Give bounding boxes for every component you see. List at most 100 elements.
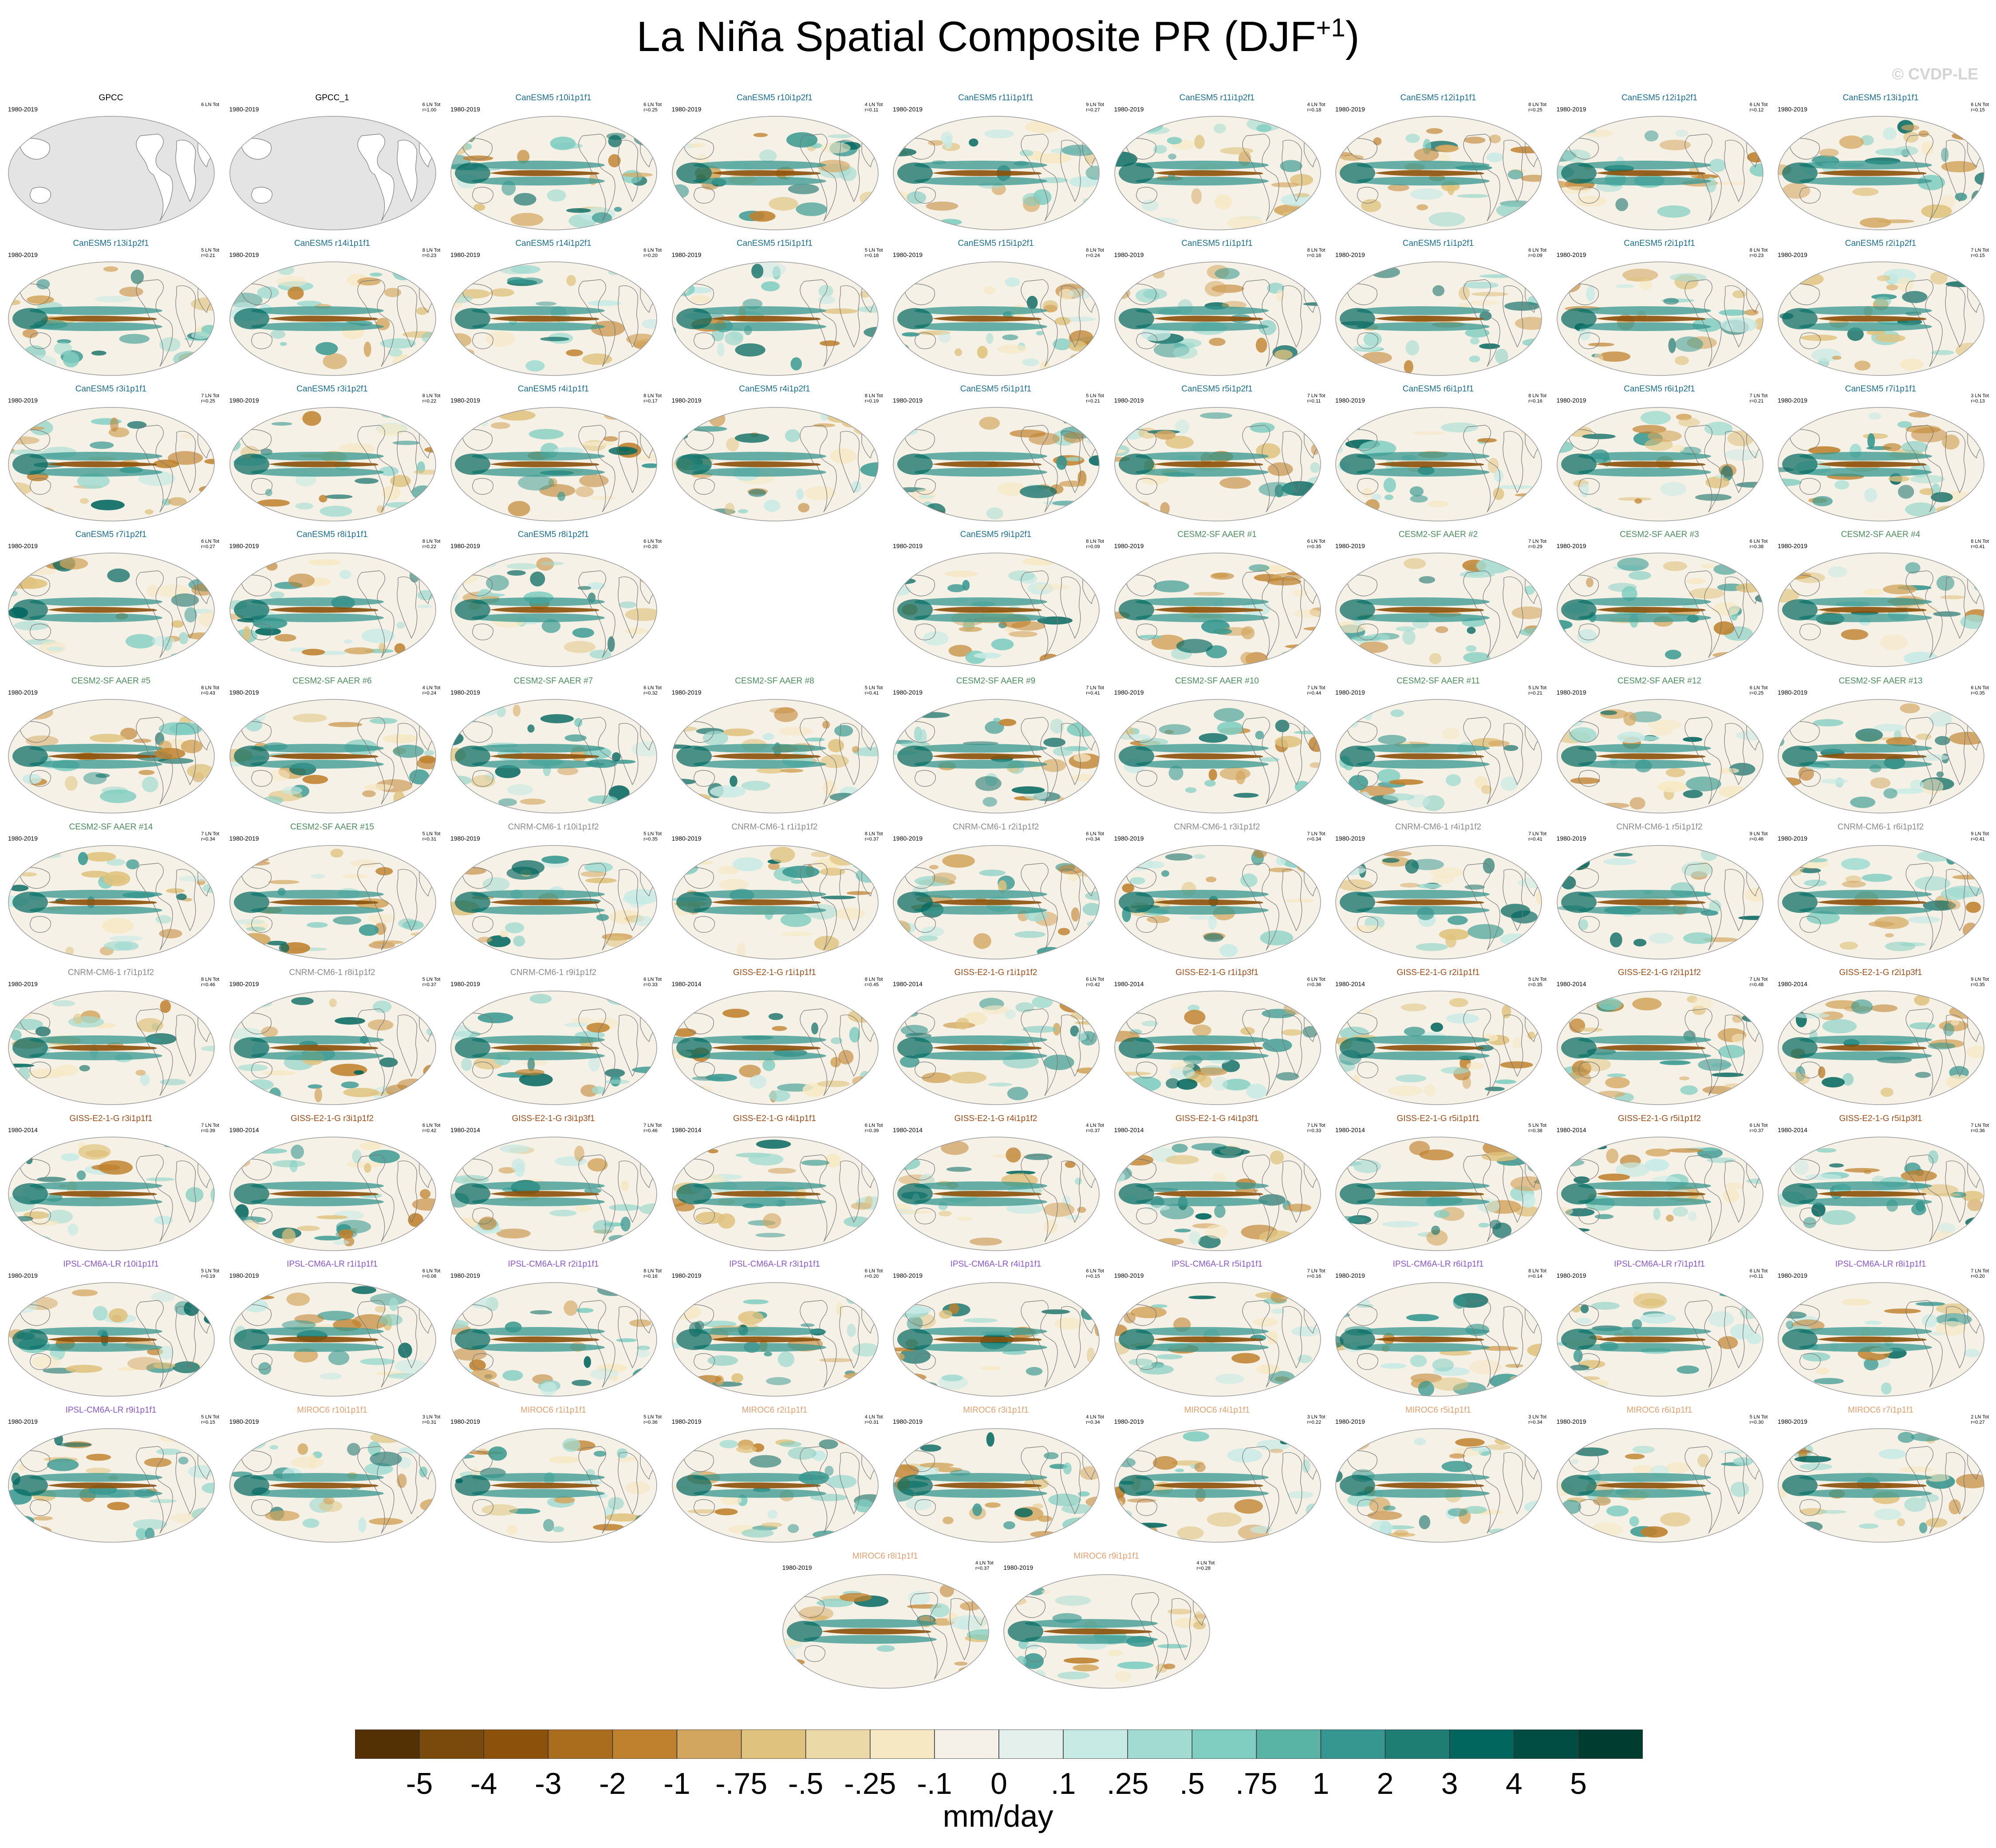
panel-title: CanESM5 r7i1p1f1 <box>1845 384 1917 394</box>
panel-correlation: r=0.25 <box>1749 691 1764 696</box>
panel-years: 1980-2019 <box>8 689 38 696</box>
panel-years: 1980-2019 <box>1778 542 1807 549</box>
map-panel: GISS-E2-1-G r2i1p1f2 1980-2014 7 LN Tot r=0… <box>1550 963 1770 1108</box>
panel-correlation: r=0.41 <box>1086 691 1100 696</box>
panel-events: 5 LN Tot <box>1528 977 1546 982</box>
panel-correlation: r=0.12 <box>1749 107 1764 113</box>
map-panel: CNRM-CM6-1 r9i1p1f2 1980-2019 6 LN Tot r=0.… <box>443 963 663 1108</box>
world-map <box>1335 699 1542 813</box>
map-panel: MIROC6 r2i1p1f1 1980-2019 4 LN Tot r=0.31 <box>665 1401 885 1545</box>
map-panel: CNRM-CM6-1 r1i1p1f2 1980-2019 8 LN Tot r=0.… <box>665 818 885 962</box>
map-panel: CanESM5 r5i1p2f1 1980-2019 7 LN Tot r=0.11 <box>1107 380 1327 524</box>
panel-stats: 7 LN Tot r=0.41 <box>1528 831 1546 842</box>
map-panel: CESM2-SF AAER #2 1980-2019 7 LN Tot r=0.29 <box>1328 525 1548 670</box>
panel-years: 1980-2019 <box>1556 251 1586 258</box>
panel-years: 1980-2019 <box>1778 1418 1807 1425</box>
panel-years: 1980-2019 <box>1114 542 1144 549</box>
world-map <box>450 553 657 667</box>
colorbar-box <box>741 1730 806 1759</box>
panel-correlation: r=0.45 <box>864 982 879 987</box>
panel-events: 8 LN Tot <box>1307 248 1325 253</box>
panel-title: MIROC6 r7i1p1f1 <box>1848 1406 1913 1415</box>
panel-years: 1980-2019 <box>1778 689 1807 696</box>
map-panel: MIROC6 r5i1p1f1 1980-2019 3 LN Tot r=0.34 <box>1328 1401 1548 1545</box>
world-map <box>893 407 1100 521</box>
world-map <box>1335 1282 1542 1397</box>
panel-correlation: r=0.37 <box>975 1566 990 1571</box>
panel-events: 7 LN Tot <box>1971 1123 1989 1128</box>
panel-correlation: r=0.16 <box>1528 399 1542 404</box>
panel-stats: 4 LN Tot r=0.37 <box>1086 1123 1104 1133</box>
world-map <box>1003 1574 1210 1689</box>
panel-correlation: r=0.08 <box>422 1274 437 1279</box>
panel-title: CanESM5 r8i1p2f1 <box>517 530 589 539</box>
panel-grid: GPCC 1980-2019 6 LN Tot GPCC_1 1980-2019 6 LN… <box>1 89 1989 1689</box>
panel-events: 4 LN Tot <box>975 1560 994 1566</box>
map-panel: MIROC6 r3i1p1f1 1980-2019 4 LN Tot r=0.34 <box>886 1401 1106 1545</box>
panel-title: GISS-E2-1-G r5i1p1f2 <box>1618 1114 1701 1123</box>
panel-years: 1980-2019 <box>1778 835 1807 842</box>
colorbar-box <box>1127 1730 1193 1759</box>
panel-correlation: r=0.20 <box>864 1274 879 1279</box>
world-map <box>229 553 436 667</box>
panel-years: 1980-2019 <box>1556 835 1586 842</box>
map-panel: GISS-E2-1-G r3i1p3f1 1980-2014 7 LN Tot r=0… <box>443 1110 663 1254</box>
map-panel: CNRM-CM6-1 r10i1p1f2 1980-2019 5 LN Tot r=0… <box>443 818 663 962</box>
map-panel: GISS-E2-1-G r4i1p1f1 1980-2014 6 LN Tot r=0… <box>665 1110 885 1254</box>
panel-correlation: r=0.27 <box>1971 1420 1985 1425</box>
panel-correlation: r=0.37 <box>422 982 437 987</box>
panel-correlation: r=0.32 <box>643 691 658 696</box>
world-map <box>229 116 436 230</box>
panel-stats: 8 LN Tot r=0.37 <box>865 831 883 842</box>
map-panel: CanESM5 r7i1p2f1 1980-2019 6 LN Tot r=0.27 <box>1 525 221 670</box>
panel-title: CESM2-SF AAER #7 <box>513 676 593 686</box>
map-panel: CanESM5 r3i1p2f1 1980-2019 8 LN Tot r=0.22 <box>222 380 442 524</box>
panel-events: 6 LN Tot <box>1086 977 1104 982</box>
map-panel: IPSL-CM6A-LR r6i1p1f1 1980-2019 8 LN Tot r=… <box>1328 1255 1548 1399</box>
map-panel: CanESM5 r11i1p2f1 1980-2019 4 LN Tot r=0.18 <box>1107 89 1327 233</box>
map-panel: IPSL-CM6A-LR r3i1p1f1 1980-2019 6 LN Tot r=… <box>665 1255 885 1399</box>
colorbar-box <box>1063 1730 1128 1759</box>
colorbar-tick-label: -3 <box>535 1767 562 1801</box>
panel-correlation: r=0.38 <box>1749 544 1764 549</box>
panel-years: 1980-2019 <box>229 980 259 987</box>
map-panel: CanESM5 r1i1p1f1 1980-2019 8 LN Tot r=0.16 <box>1107 234 1327 379</box>
map-panel: CanESM5 r3i1p1f1 1980-2019 7 LN Tot r=0.25 <box>1 380 221 524</box>
panel-stats: 6 LN Tot r=0.38 <box>1750 539 1768 549</box>
panel-title: IPSL-CM6A-LR r9i1p1f1 <box>65 1406 157 1415</box>
panel-events: 6 LN Tot <box>422 1268 441 1274</box>
panel-correlation: r=0.19 <box>201 1274 215 1279</box>
world-map <box>8 261 215 376</box>
map-panel: GISS-E2-1-G r3i1p1f2 1980-2014 6 LN Tot r=0… <box>222 1110 442 1254</box>
panel-years: 1980-2019 <box>1335 1272 1365 1279</box>
panel-correlation: r=1.00 <box>422 107 437 113</box>
map-panel: CanESM5 r15i1p2f1 1980-2019 8 LN Tot r=0.24 <box>886 234 1106 379</box>
panel-stats: 8 LN Tot r=0.22 <box>422 539 441 549</box>
panel-title: GISS-E2-1-G r1i1p3f1 <box>1176 968 1258 977</box>
world-map <box>8 116 215 230</box>
world-map <box>8 1137 215 1251</box>
world-map <box>671 699 879 813</box>
panel-stats: 8 LN Tot r=0.24 <box>1086 248 1104 258</box>
panel-stats: 5 LN Tot r=0.31 <box>422 831 441 842</box>
panel-events: 8 LN Tot <box>864 977 883 982</box>
panel-events: 8 LN Tot <box>1528 1268 1546 1274</box>
panel-stats: 3 LN Tot r=0.13 <box>1971 393 1989 404</box>
panel-events: 5 LN Tot <box>201 1414 219 1420</box>
panel-stats: 6 LN Tot r=0.09 <box>1528 248 1546 258</box>
world-map <box>1114 699 1321 813</box>
panel-events: 4 LN Tot <box>1307 102 1325 107</box>
panel-stats: 9 LN Tot r=0.35 <box>1971 977 1989 987</box>
colorbar-box <box>612 1730 678 1759</box>
panel-years: 1980-2019 <box>1778 251 1807 258</box>
world-map <box>671 991 879 1105</box>
panel-title: MIROC6 r5i1p1f1 <box>1405 1406 1471 1415</box>
world-map <box>229 845 436 960</box>
panel-title: CanESM5 r2i1p2f1 <box>1845 239 1917 248</box>
panel-events: 3 LN Tot <box>1528 1414 1546 1420</box>
panel-years: 1980-2019 <box>8 835 38 842</box>
world-map <box>1556 991 1763 1105</box>
panel-years: 1980-2019 <box>1556 1418 1586 1425</box>
panel-events: 8 LN Tot <box>201 977 219 982</box>
panel-stats: 4 LN Tot r=0.28 <box>1196 1560 1215 1571</box>
